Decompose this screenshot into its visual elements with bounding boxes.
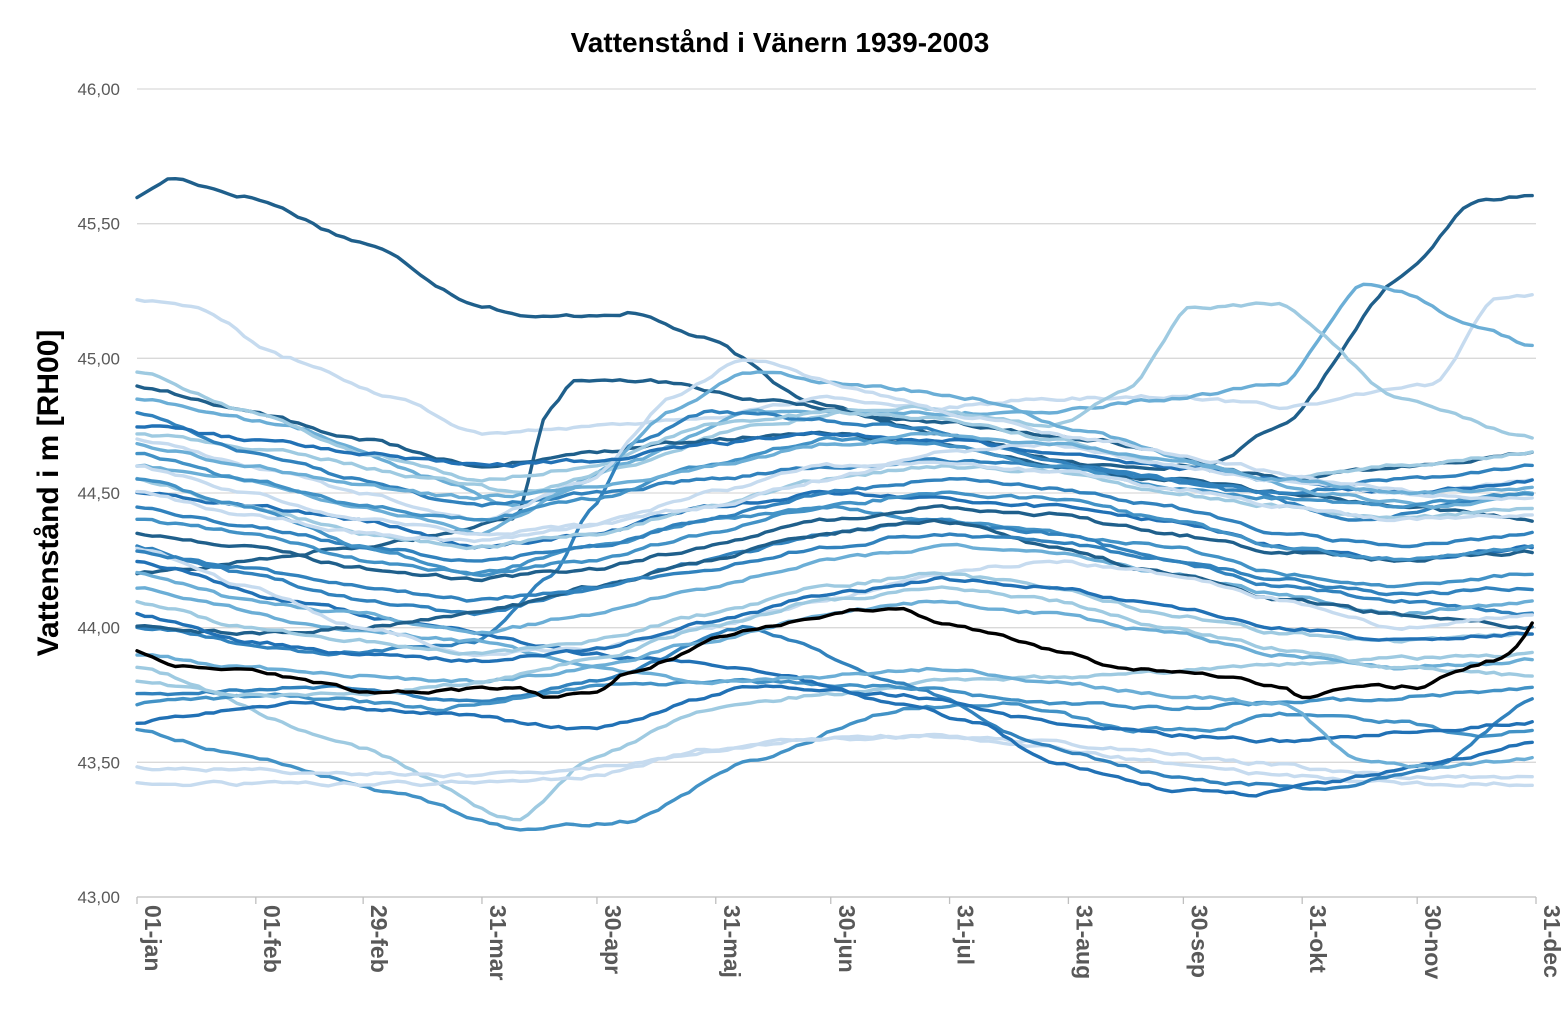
series-line <box>135 441 1534 537</box>
series-line <box>135 571 1534 656</box>
series-line <box>135 477 1534 578</box>
x-tick-label: 30-nov <box>1420 905 1446 979</box>
x-tick-label: 31-aug <box>1071 905 1097 979</box>
chart-title: Vattenstånd i Vänern 1939-2003 <box>571 27 990 58</box>
series-line <box>135 411 1534 508</box>
series-line <box>135 358 1534 523</box>
series-line <box>135 585 1534 699</box>
x-tick-label: 31-jul <box>953 905 979 965</box>
series-line <box>135 733 1534 788</box>
series-line <box>135 684 1534 744</box>
x-tick-label: 01-jan <box>140 905 166 971</box>
x-tick-label: 31-okt <box>1305 905 1331 973</box>
series-line <box>135 489 1534 563</box>
series-line <box>135 559 1534 798</box>
x-tick-label: 29-feb <box>366 905 392 973</box>
series-line <box>135 624 1534 791</box>
y-tick-label: 44,00 <box>77 619 120 638</box>
x-tick-label: 30-apr <box>600 905 626 974</box>
series-line <box>135 504 1534 589</box>
x-tick-label: 30-sep <box>1186 905 1212 978</box>
y-tick-label: 45,50 <box>77 215 120 234</box>
series-line <box>135 542 1534 636</box>
series-line <box>135 504 1534 583</box>
x-tick-label: 31-mar <box>485 905 511 980</box>
series-line <box>135 575 1534 664</box>
series-line <box>135 435 1534 522</box>
y-tick-label: 45,00 <box>77 349 120 368</box>
y-tick-label: 43,00 <box>77 888 120 907</box>
series-line <box>135 409 1534 657</box>
series-line <box>135 701 1534 832</box>
series-lines <box>135 176 1534 832</box>
series-line <box>135 293 1534 436</box>
x-tick-label: 31-dec <box>1539 905 1565 978</box>
x-axis: 01-jan 01-feb 29-feb 31-mar 30-apr 31-maj 30-j… <box>136 896 1565 980</box>
series-line <box>135 301 1534 495</box>
y-axis-ticks: 43,00 43,50 44,00 44,50 45,00 45,50 46,00 <box>77 80 120 907</box>
y-tick-label: 46,00 <box>77 80 120 99</box>
series-line <box>135 532 1534 603</box>
y-tick-label: 44,50 <box>77 484 120 503</box>
series-line <box>135 546 1534 658</box>
series-line <box>135 176 1534 471</box>
y-axis-label: Vattenstånd i m [RH00] <box>32 330 65 657</box>
series-line <box>135 650 1534 822</box>
series-line <box>135 431 1534 501</box>
x-tick-label: 01-feb <box>259 905 285 973</box>
series-line-mean <box>135 606 1534 700</box>
y-tick-label: 43,50 <box>77 753 120 772</box>
x-tick-label: 30-jun <box>834 905 860 973</box>
x-tick-label: 31-maj <box>719 905 745 978</box>
series-line <box>135 460 1534 544</box>
